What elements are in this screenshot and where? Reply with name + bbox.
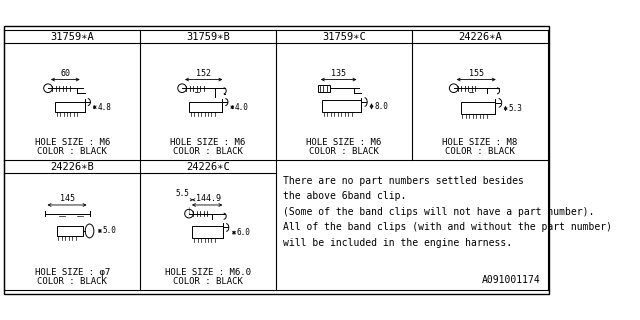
Text: 5.0: 5.0 (102, 227, 116, 236)
Text: 60: 60 (60, 69, 70, 78)
Text: 135: 135 (331, 69, 346, 78)
Text: 24226∗B: 24226∗B (51, 162, 94, 172)
Text: 8.0: 8.0 (374, 102, 388, 111)
Text: 5.5: 5.5 (175, 189, 189, 198)
Text: 152: 152 (196, 69, 211, 78)
Text: will be included in the engine harness.: will be included in the engine harness. (283, 238, 512, 248)
Bar (318, 85, 330, 92)
Text: (Some of the band clips will not have a part number).: (Some of the band clips will not have a … (283, 207, 594, 217)
Text: COLOR : BLACK: COLOR : BLACK (173, 147, 243, 156)
Bar (55, 102, 85, 112)
Bar (322, 100, 361, 112)
Text: 155: 155 (468, 69, 484, 78)
Text: There are no part numbers settled besides: There are no part numbers settled beside… (283, 176, 524, 186)
Text: HOLE SIZE : M8: HOLE SIZE : M8 (442, 138, 517, 147)
Bar (189, 102, 222, 112)
Bar (461, 102, 495, 114)
Text: 4.8: 4.8 (97, 103, 111, 112)
Text: 31759∗C: 31759∗C (322, 32, 365, 42)
Text: COLOR : BLACK: COLOR : BLACK (309, 147, 379, 156)
Text: the above 6band clip.: the above 6band clip. (283, 191, 406, 201)
Text: 6.0: 6.0 (237, 228, 250, 237)
Text: COLOR : BLACK: COLOR : BLACK (173, 276, 243, 286)
Text: 24226∗A: 24226∗A (458, 32, 502, 42)
Text: A091001174: A091001174 (482, 276, 541, 285)
Text: All of the band clips (with and without the part number): All of the band clips (with and without … (283, 222, 612, 232)
Text: COLOR : BLACK: COLOR : BLACK (445, 147, 515, 156)
Text: 4.0: 4.0 (235, 103, 249, 112)
Text: 31759∗B: 31759∗B (186, 32, 230, 42)
Text: 144.9: 144.9 (196, 194, 221, 203)
Text: COLOR : BLACK: COLOR : BLACK (37, 276, 107, 286)
Text: 145: 145 (60, 194, 74, 203)
Text: HOLE SIZE : M6: HOLE SIZE : M6 (35, 138, 110, 147)
Text: 31759∗A: 31759∗A (51, 32, 94, 42)
Text: 24226∗C: 24226∗C (186, 162, 230, 172)
Bar (193, 226, 223, 238)
Text: HOLE SIZE : M6: HOLE SIZE : M6 (306, 138, 381, 147)
Text: COLOR : BLACK: COLOR : BLACK (37, 147, 107, 156)
Text: 5.3: 5.3 (508, 104, 522, 113)
Text: HOLE SIZE : M6: HOLE SIZE : M6 (170, 138, 246, 147)
Text: HOLE SIZE : M6.0: HOLE SIZE : M6.0 (165, 268, 251, 277)
Text: HOLE SIZE : φ7: HOLE SIZE : φ7 (35, 268, 110, 277)
Bar (57, 226, 83, 236)
